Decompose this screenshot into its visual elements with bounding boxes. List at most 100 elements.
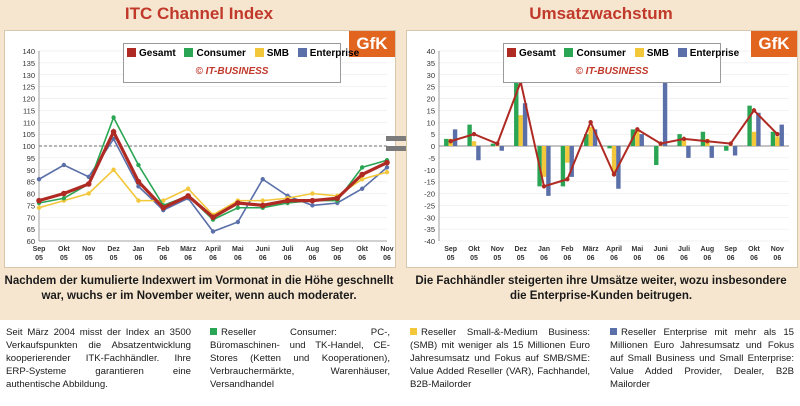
y-tick-label: 125 xyxy=(22,83,35,92)
x-tick-label-year: 06 xyxy=(587,255,595,262)
x-tick-label-year: 06 xyxy=(657,255,665,262)
legend-enterprise: Enterprise xyxy=(297,48,359,59)
legend-swatch-consumer xyxy=(564,48,574,57)
bar-enterprise xyxy=(756,112,761,146)
data-point-gesamt xyxy=(210,214,216,221)
data-point-enterprise xyxy=(36,177,42,182)
x-tick-label-year: 06 xyxy=(383,255,391,262)
legend-swatch-smb xyxy=(634,48,644,57)
bar-smb xyxy=(541,146,547,177)
data-point-smb xyxy=(161,198,166,203)
x-tick-label-month: März xyxy=(180,246,196,253)
bar-enterprise xyxy=(662,79,668,146)
y-tick-label: -5 xyxy=(428,154,435,163)
x-tick-label-year: 06 xyxy=(284,255,292,262)
data-point-gesamt xyxy=(235,200,241,206)
y-tick-label: -35 xyxy=(424,225,435,234)
bar-enterprise xyxy=(546,146,551,196)
data-point-gesamt xyxy=(135,178,142,185)
y-tick-label: 95 xyxy=(27,154,35,163)
y-tick-label: 20 xyxy=(427,95,435,104)
x-tick-label-year: 06 xyxy=(563,255,571,262)
data-point-enterprise xyxy=(210,229,216,234)
x-tick-label-month: Nov xyxy=(380,246,393,253)
x-tick-label-year: 06 xyxy=(333,255,341,262)
gfk-logo: GfK xyxy=(751,31,797,57)
bar-smb xyxy=(611,146,617,175)
data-point-gesamt xyxy=(384,159,390,166)
footer-smb-note: Reseller Small-&-Medium Business: (SMB) … xyxy=(410,326,590,391)
x-tick-label-year: 06 xyxy=(610,255,618,262)
y-tick-label: -10 xyxy=(424,166,435,175)
legend-smb: SMB xyxy=(254,48,289,59)
copyright-label: © IT-BUSINESS xyxy=(195,66,269,77)
bar-enterprise xyxy=(522,103,528,146)
x-tick-label-month: Sep xyxy=(444,246,457,253)
y-tick-label: 135 xyxy=(22,59,35,68)
data-point-smb xyxy=(185,186,191,191)
data-point-consumer xyxy=(111,115,116,120)
footer-swatch-consumer xyxy=(210,328,217,335)
data-point-gesamt xyxy=(471,131,477,137)
data-point-consumer xyxy=(359,165,365,170)
legend-gesamt: Gesamt xyxy=(127,48,176,59)
bar-enterprise xyxy=(569,146,574,177)
x-tick-label-month: Juni xyxy=(653,246,667,253)
growth-legend: Gesamt Consumer SMB Enterprise © IT-BUSI… xyxy=(503,43,739,83)
y-tick-label: 90 xyxy=(27,166,35,175)
x-tick-label-year: 06 xyxy=(209,255,217,262)
x-tick-label-month: Sep xyxy=(724,246,737,253)
y-tick-label: 130 xyxy=(22,71,35,80)
x-tick-label-year: 05 xyxy=(517,255,525,262)
data-point-gesamt xyxy=(284,197,291,204)
bar-smb xyxy=(565,146,570,163)
legend-label-consumer: Consumer xyxy=(576,48,626,59)
data-point-gesamt xyxy=(565,177,570,182)
x-tick-label-month: Okt xyxy=(356,246,368,253)
x-tick-label-month: März xyxy=(583,246,599,253)
legend-consumer: Consumer xyxy=(564,48,626,59)
footer-consumer-note: Reseller Consumer: PC-, Büromaschinen- u… xyxy=(210,326,390,391)
data-point-gesamt xyxy=(359,171,365,178)
data-point-smb xyxy=(310,191,315,196)
data-point-gesamt xyxy=(541,184,547,189)
legend-label-consumer: Consumer xyxy=(196,48,246,59)
y-tick-label: 25 xyxy=(427,83,435,92)
data-point-enterprise xyxy=(235,219,241,225)
data-point-gesamt xyxy=(775,131,780,137)
legend-swatch-consumer xyxy=(184,48,194,57)
x-tick-label-month: Juli xyxy=(678,246,690,253)
bar-smb xyxy=(728,146,733,147)
growth-panel: Umsatzwachstum -40 -35 -30 -25 -20 -15 -10 -5 0 5… xyxy=(402,0,800,320)
footer: Seit März 2004 misst der Index an 3500 V… xyxy=(0,320,800,406)
data-point-smb xyxy=(136,198,141,203)
y-tick-label: -40 xyxy=(424,237,435,246)
y-tick-label: 80 xyxy=(27,190,35,199)
legend-label-smb: SMB xyxy=(266,48,289,59)
data-point-consumer xyxy=(235,205,241,210)
y-tick-label: 10 xyxy=(427,118,435,127)
footer-consumer-text: Reseller Consumer: PC-, Büromaschinen- u… xyxy=(210,327,390,390)
growth-bar-chart: -40-35-30-25-20-15-10-50510152025303540S… xyxy=(424,47,789,262)
data-point-gesamt xyxy=(185,193,191,199)
x-tick-label-month: Jan xyxy=(538,246,550,253)
y-tick-label: -30 xyxy=(424,213,435,222)
data-point-gesamt xyxy=(334,195,341,202)
data-point-gesamt xyxy=(658,141,663,146)
x-tick-label-month: Mai xyxy=(232,246,244,253)
bar-consumer xyxy=(607,146,612,149)
legend-swatch-gesamt xyxy=(507,48,516,57)
y-tick-label: 15 xyxy=(427,106,435,115)
y-tick-label: 100 xyxy=(22,142,35,151)
x-tick-label-month: Nov xyxy=(771,246,784,253)
bar-smb xyxy=(588,127,593,146)
data-point-gesamt xyxy=(728,141,733,146)
x-tick-label-month: Feb xyxy=(157,246,169,253)
x-tick-label-month: April xyxy=(606,246,622,253)
bar-smb xyxy=(518,115,523,146)
legend-label-smb: SMB xyxy=(646,48,669,59)
footer-smb-text: Reseller Small-&-Medium Business: (SMB) … xyxy=(410,327,590,390)
y-tick-label: 65 xyxy=(27,225,35,234)
x-tick-label-month: Nov xyxy=(82,246,95,253)
x-tick-label-month: Sep xyxy=(33,246,46,253)
